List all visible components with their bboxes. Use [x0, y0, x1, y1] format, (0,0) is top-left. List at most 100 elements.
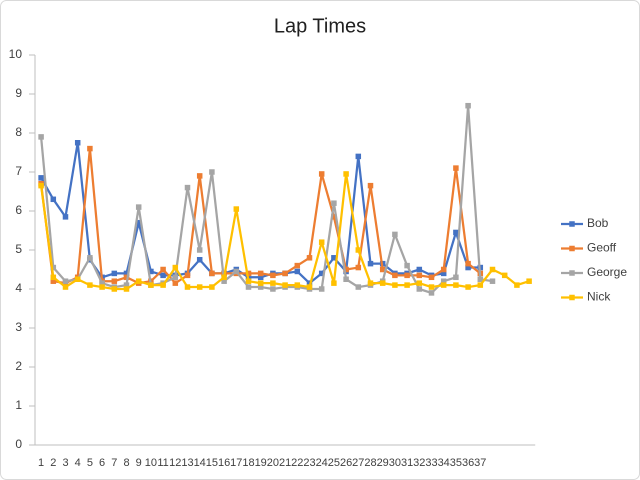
- marker: [172, 280, 179, 286]
- marker: [148, 282, 154, 288]
- marker: [343, 266, 349, 273]
- marker: [379, 266, 386, 273]
- marker: [50, 196, 57, 203]
- marker: [99, 284, 105, 290]
- marker: [148, 268, 154, 275]
- y-tick-label: 2: [15, 359, 22, 373]
- marker: [294, 282, 301, 288]
- marker: [367, 182, 374, 189]
- marker: [184, 272, 191, 279]
- marker: [477, 282, 484, 288]
- marker: [196, 173, 203, 179]
- y-tick-label: 6: [15, 203, 22, 217]
- marker: [270, 272, 276, 279]
- marker: [38, 182, 44, 189]
- marker: [111, 270, 118, 277]
- marker: [50, 264, 57, 271]
- x-tick-label: 12: [169, 457, 181, 469]
- legend-marker: [569, 221, 575, 227]
- marker: [416, 280, 423, 286]
- marker: [38, 134, 44, 140]
- marker: [172, 274, 179, 281]
- y-tick-label: 3: [15, 320, 22, 334]
- marker: [428, 274, 435, 281]
- marker: [453, 282, 459, 288]
- y-tick-label: 4: [15, 281, 22, 295]
- x-tick-label: 2: [50, 457, 56, 469]
- x-tick-label: 33: [425, 457, 437, 469]
- marker: [233, 268, 240, 275]
- legend-label: Bob: [587, 216, 609, 230]
- y-tick-label: 0: [15, 437, 22, 451]
- marker: [196, 284, 203, 290]
- marker: [343, 171, 349, 177]
- x-tick-label: 8: [123, 457, 129, 469]
- marker: [355, 247, 362, 253]
- x-tick-label: 21: [279, 457, 291, 469]
- legend-label: Geoff: [587, 241, 617, 255]
- marker: [294, 262, 301, 269]
- marker: [367, 260, 374, 267]
- y-tick-label: 8: [15, 125, 22, 139]
- marker: [245, 270, 252, 277]
- y-tick-label: 10: [9, 47, 23, 61]
- x-tick-label: 14: [194, 457, 206, 469]
- x-tick-label: 3: [62, 457, 68, 469]
- marker: [440, 278, 447, 284]
- marker: [465, 102, 471, 109]
- marker: [501, 272, 508, 279]
- marker: [306, 255, 313, 261]
- marker: [62, 278, 69, 284]
- marker: [87, 255, 93, 261]
- marker: [160, 266, 166, 273]
- marker: [355, 264, 362, 271]
- marker: [99, 280, 105, 286]
- marker: [62, 214, 69, 220]
- marker: [392, 272, 398, 279]
- marker: [489, 278, 496, 284]
- marker: [135, 204, 142, 210]
- y-tick-label: 1: [15, 398, 22, 412]
- marker: [196, 247, 203, 253]
- x-tick-label: 28: [364, 457, 376, 469]
- x-tick-label: 34: [438, 457, 450, 469]
- x-tick-label: 5: [87, 457, 93, 469]
- marker: [392, 282, 398, 288]
- marker: [111, 286, 118, 292]
- marker: [160, 282, 166, 288]
- marker: [465, 284, 471, 290]
- chart-title: Lap Times: [274, 15, 366, 37]
- y-tick-label: 9: [15, 86, 22, 100]
- x-tick-label: 1: [38, 457, 44, 469]
- marker: [416, 286, 423, 292]
- x-tick-label: 35: [450, 457, 462, 469]
- marker: [331, 200, 337, 206]
- marker: [318, 239, 325, 245]
- marker: [355, 153, 362, 160]
- marker: [270, 280, 276, 286]
- marker: [367, 280, 374, 286]
- marker: [196, 257, 203, 263]
- marker: [209, 284, 215, 290]
- x-tick-label: 9: [136, 457, 142, 469]
- marker: [453, 229, 459, 236]
- marker: [62, 284, 69, 290]
- x-tick-label: 16: [218, 457, 230, 469]
- marker: [318, 171, 325, 177]
- marker: [74, 140, 81, 146]
- marker: [135, 278, 142, 284]
- marker: [221, 278, 227, 284]
- y-tick-label: 7: [15, 164, 22, 178]
- x-tick-label: 13: [181, 457, 193, 469]
- marker: [306, 284, 313, 290]
- marker: [87, 282, 93, 288]
- marker: [477, 276, 484, 282]
- x-tick-label: 20: [267, 457, 279, 469]
- marker: [245, 284, 252, 290]
- marker: [379, 280, 386, 286]
- marker: [428, 290, 435, 296]
- marker: [489, 266, 496, 273]
- legend-label: Nick: [587, 290, 611, 304]
- x-tick-label: 32: [413, 457, 425, 469]
- marker: [294, 268, 301, 275]
